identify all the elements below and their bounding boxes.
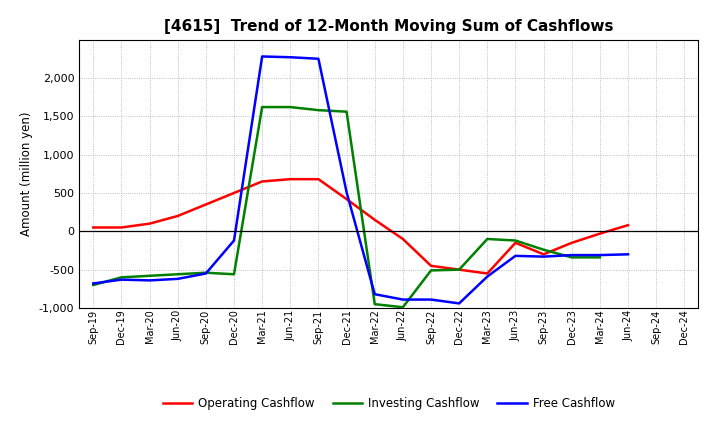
Operating Cashflow [483,271,492,276]
Investing Cashflow [427,268,436,273]
Free Cashflow [595,253,604,258]
Operating Cashflow [314,176,323,182]
Operating Cashflow [342,197,351,202]
Free Cashflow [483,274,492,279]
Operating Cashflow [230,191,238,196]
Free Cashflow [370,292,379,297]
Investing Cashflow [117,275,126,280]
Operating Cashflow [145,221,154,226]
Title: [4615]  Trend of 12-Month Moving Sum of Cashflows: [4615] Trend of 12-Month Moving Sum of C… [164,19,613,34]
Free Cashflow [117,277,126,282]
Investing Cashflow [230,271,238,277]
Operating Cashflow [595,231,604,236]
Investing Cashflow [455,267,464,272]
Operating Cashflow [511,240,520,246]
Investing Cashflow [567,255,576,260]
Investing Cashflow [511,238,520,243]
Free Cashflow [314,56,323,62]
Free Cashflow [258,54,266,59]
Operating Cashflow [117,225,126,230]
Free Cashflow [567,253,576,258]
Operating Cashflow [455,267,464,272]
Free Cashflow [624,252,632,257]
Free Cashflow [455,301,464,306]
Investing Cashflow [202,270,210,275]
Operating Cashflow [370,217,379,223]
Operating Cashflow [624,223,632,228]
Free Cashflow [286,55,294,60]
Y-axis label: Amount (million yen): Amount (million yen) [20,112,33,236]
Free Cashflow [174,276,182,282]
Free Cashflow [145,278,154,283]
Investing Cashflow [342,109,351,114]
Investing Cashflow [399,304,408,310]
Investing Cashflow [314,107,323,113]
Line: Free Cashflow: Free Cashflow [94,56,628,304]
Line: Operating Cashflow: Operating Cashflow [94,179,628,274]
Operating Cashflow [174,213,182,219]
Investing Cashflow [145,273,154,279]
Free Cashflow [511,253,520,258]
Operating Cashflow [286,176,294,182]
Line: Investing Cashflow: Investing Cashflow [94,107,600,307]
Operating Cashflow [258,179,266,184]
Operating Cashflow [567,240,576,246]
Free Cashflow [539,254,548,259]
Operating Cashflow [399,236,408,242]
Free Cashflow [89,281,98,286]
Free Cashflow [427,297,436,302]
Investing Cashflow [483,236,492,242]
Free Cashflow [202,271,210,276]
Operating Cashflow [427,263,436,268]
Investing Cashflow [174,271,182,277]
Operating Cashflow [539,252,548,257]
Operating Cashflow [89,225,98,230]
Investing Cashflow [595,255,604,260]
Operating Cashflow [202,202,210,207]
Investing Cashflow [539,247,548,253]
Free Cashflow [399,297,408,302]
Free Cashflow [230,238,238,243]
Investing Cashflow [89,282,98,288]
Free Cashflow [342,190,351,195]
Legend: Operating Cashflow, Investing Cashflow, Free Cashflow: Operating Cashflow, Investing Cashflow, … [158,392,619,415]
Investing Cashflow [258,104,266,110]
Investing Cashflow [286,104,294,110]
Investing Cashflow [370,301,379,307]
